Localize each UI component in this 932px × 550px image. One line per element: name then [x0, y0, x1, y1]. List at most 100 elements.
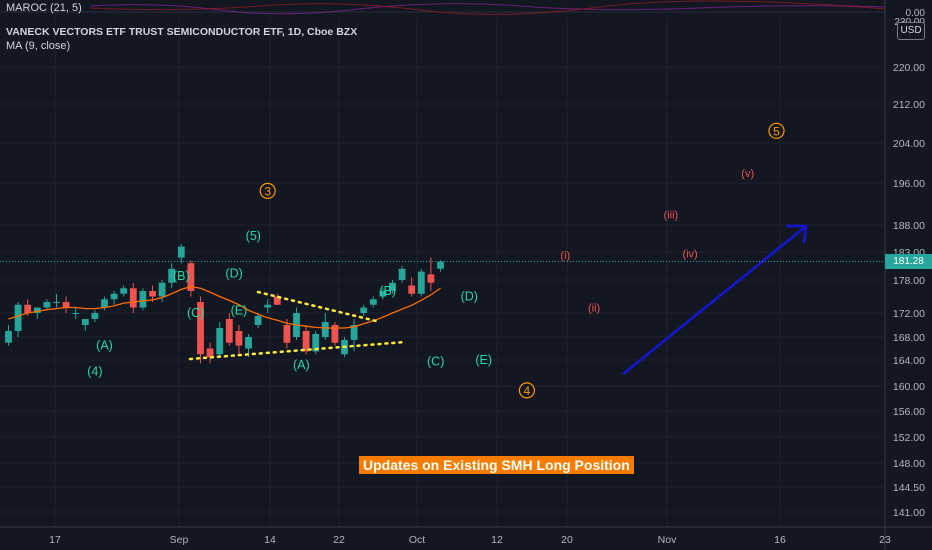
y-tick-label: 160.00 [893, 381, 925, 393]
wave-label: (iii) [664, 210, 679, 222]
candle[interactable] [293, 307, 300, 340]
lower-trendline [188, 340, 407, 361]
candle[interactable] [379, 288, 387, 300]
candle[interactable] [53, 293, 60, 308]
wave-label: (v) [741, 168, 754, 180]
svg-text:(v): (v) [741, 168, 754, 180]
candle[interactable] [81, 319, 89, 331]
y-tick-label: 152.00 [893, 432, 925, 444]
y-tick-label: 156.00 [893, 406, 925, 418]
candle[interactable] [177, 243, 185, 264]
candle[interactable] [14, 302, 22, 337]
candle[interactable] [427, 257, 435, 291]
candle[interactable] [5, 325, 12, 346]
ma-line [8, 285, 441, 329]
wave-label: (E) [231, 303, 248, 317]
wave-label: (E) [475, 353, 492, 367]
y-tick-label: 141.00 [893, 507, 925, 519]
candle[interactable] [62, 296, 70, 314]
candle[interactable] [187, 260, 195, 297]
candle[interactable] [197, 296, 204, 364]
projection-arrow [622, 224, 808, 375]
wave-label: 4 [518, 382, 536, 399]
wave-label: (ii) [588, 303, 600, 315]
candle[interactable] [43, 299, 51, 311]
ma-legend: MA (9, close) [6, 40, 71, 52]
candle[interactable] [369, 296, 377, 308]
candle[interactable] [273, 293, 281, 305]
x-tick-label: 17 [49, 534, 61, 546]
svg-text:(iii): (iii) [664, 210, 679, 222]
wave-labels: (A) (4) (B) (C) (D) (E) (5) (A) (B) (C) (D) (E) 3 4 5 (… [87, 122, 785, 399]
y-tick-label: 148.00 [893, 458, 925, 470]
svg-text:(A): (A) [293, 358, 310, 372]
candle[interactable] [408, 277, 416, 297]
candle[interactable] [158, 280, 166, 302]
svg-text:5: 5 [773, 124, 780, 138]
candle[interactable] [72, 307, 80, 320]
candle[interactable] [33, 307, 41, 320]
candle[interactable] [331, 322, 339, 346]
svg-text:(ii): (ii) [588, 303, 600, 315]
candle[interactable] [360, 304, 368, 316]
svg-text:(B): (B) [379, 284, 396, 298]
wave-label: (C) [427, 354, 444, 368]
candle[interactable] [120, 285, 128, 297]
x-tick-label: 23 [879, 534, 891, 546]
candle[interactable] [206, 342, 214, 364]
svg-text:(A): (A) [96, 339, 113, 353]
indicator-axis-label: 0.00 [906, 8, 926, 19]
y-tick-label: 212.00 [893, 99, 925, 111]
wave-label: (B) [379, 284, 396, 298]
y-tick-label: 196.00 [893, 178, 925, 190]
candle[interactable] [350, 319, 358, 352]
triangle-trendlines [188, 290, 407, 361]
y-tick-label: 164.00 [893, 355, 925, 367]
x-tick-label: 22 [333, 534, 345, 546]
y-tick-label: 204.00 [893, 138, 925, 150]
candle[interactable] [110, 291, 118, 305]
candle[interactable] [225, 313, 233, 346]
y-tick-label: 172.00 [893, 308, 925, 320]
x-tick-label: 16 [774, 534, 786, 546]
currency-badge[interactable]: USD [897, 22, 925, 40]
candle[interactable] [254, 313, 262, 328]
svg-text:(E): (E) [475, 353, 492, 367]
candle[interactable] [302, 325, 310, 355]
x-tick-label: 20 [561, 534, 573, 546]
candle[interactable] [91, 310, 99, 322]
upper-trendline [256, 290, 382, 324]
candle[interactable] [283, 319, 291, 349]
y-tick-label: 168.00 [893, 332, 925, 344]
candle[interactable] [129, 282, 137, 313]
candle[interactable] [235, 325, 243, 355]
candle[interactable] [437, 260, 444, 272]
wave-label: (C) [187, 306, 204, 320]
x-tick-label: 14 [264, 534, 276, 546]
candle[interactable] [417, 268, 425, 297]
wave-label: (B) [173, 269, 190, 283]
grid [0, 18, 886, 527]
candle[interactable] [245, 334, 252, 358]
candle[interactable] [312, 331, 320, 355]
indicator-legend: MAROC (21, 5) [6, 2, 82, 14]
candle[interactable] [398, 266, 406, 283]
y-tick-label: 144.50 [893, 482, 925, 494]
idea-banner: Updates on Existing SMH Long Position [359, 456, 634, 474]
svg-text:(i): (i) [560, 250, 570, 262]
y-tick-label: 220.00 [893, 62, 925, 74]
svg-text:(D): (D) [461, 290, 478, 304]
wave-label: (D) [461, 290, 478, 304]
svg-text:(iv): (iv) [682, 249, 697, 261]
candle[interactable] [168, 263, 176, 289]
candle[interactable] [389, 280, 396, 294]
candle[interactable] [321, 313, 329, 340]
chart-title: VANECK VECTORS ETF TRUST SEMICONDUCTOR E… [6, 26, 358, 38]
svg-text:3: 3 [264, 184, 271, 198]
candle[interactable] [216, 322, 224, 358]
candle[interactable] [139, 288, 147, 311]
wave-label: (5) [246, 229, 261, 243]
svg-text:4: 4 [524, 384, 531, 398]
candle[interactable] [264, 299, 272, 313]
